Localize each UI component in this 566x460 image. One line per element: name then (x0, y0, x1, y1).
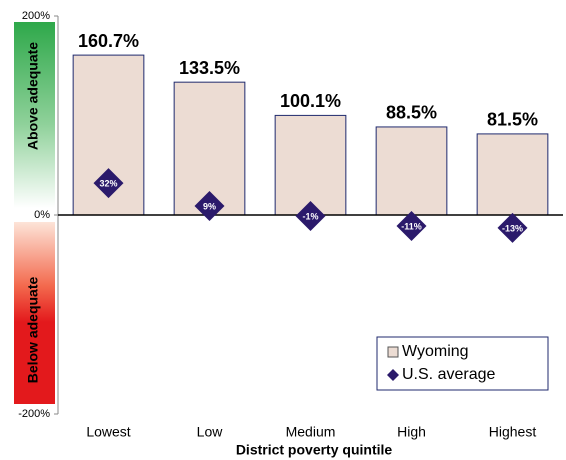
diamond-marker (396, 210, 427, 241)
marker-label: 32% (99, 179, 117, 189)
marker-label: -13% (502, 223, 523, 233)
legend-box (376, 336, 549, 391)
y-tick-label: 200% (22, 10, 50, 22)
legend-label: U.S. average (402, 366, 495, 383)
below-band (14, 222, 55, 404)
marker-label: -11% (401, 221, 422, 231)
bar (476, 133, 549, 216)
diamond-marker (194, 191, 225, 222)
annotation: Below adequate (25, 277, 41, 384)
bar (274, 114, 347, 216)
value-label: 81.5% (487, 110, 538, 130)
value-label: 160.7% (78, 31, 139, 51)
value-label: 133.5% (179, 58, 240, 78)
x-tick-label: Lowest (86, 424, 130, 440)
marker-label: 9% (203, 201, 216, 211)
x-tick-label: Medium (286, 424, 336, 440)
marker-label: -1% (302, 211, 318, 221)
y-tick-label: -200% (18, 408, 50, 420)
legend-label: Wyoming (402, 343, 469, 360)
annotation: Above adequate (25, 42, 41, 150)
bar (375, 126, 448, 216)
value-label: 100.1% (280, 91, 341, 111)
x-tick-label: Low (197, 424, 224, 440)
legend-marker (387, 369, 399, 381)
above-band (14, 22, 55, 208)
x-tick-label: Highest (489, 424, 537, 440)
x-axis-title: District poverty quintile (236, 442, 393, 458)
x-tick-label: High (397, 424, 426, 440)
legend-swatch (387, 346, 399, 358)
diamond-marker (295, 200, 326, 231)
y-tick-label: 0% (34, 209, 50, 221)
value-label: 88.5% (386, 103, 437, 123)
diamond-marker (93, 168, 124, 199)
diamond-marker (497, 212, 528, 243)
